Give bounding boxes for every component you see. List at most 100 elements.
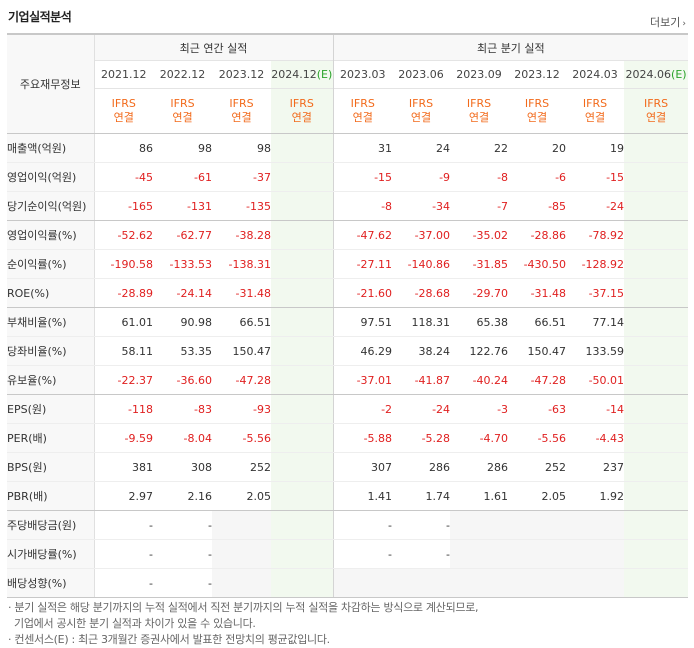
table-cell: -38.28 <box>212 220 271 250</box>
period-header: 2024.06(E) <box>624 60 689 89</box>
table-cell <box>271 539 334 569</box>
table-cell <box>392 568 451 598</box>
basis-consolidated: 연결 <box>352 111 373 124</box>
table-cell <box>271 423 334 453</box>
basis-consolidated: 연결 <box>172 111 193 124</box>
table-cell: -14 <box>566 394 625 424</box>
table-row: 순이익률(%) -190.58 -133.53 -138.31 -27.11 -140.8… <box>7 249 689 279</box>
table-cell <box>566 510 625 540</box>
table-cell: -34 <box>392 191 451 221</box>
table-cell: 19 <box>566 133 625 163</box>
table-cell: - <box>392 510 451 540</box>
table-cell: -37.01 <box>332 365 393 395</box>
basis-standard: IFRS <box>289 97 314 110</box>
table-cell: -28.86 <box>508 220 567 250</box>
table-cell <box>624 394 689 424</box>
row-label: 영업이익(억원) <box>7 162 95 192</box>
table-cell: 65.38 <box>450 307 509 337</box>
table-cell: -24 <box>392 394 451 424</box>
basis-standard: IFRS <box>350 97 375 110</box>
table-row: 당좌비율(%) 58.11 53.35 150.47 46.29 38.24 122.76 1… <box>7 336 689 366</box>
footnotes: · 분기 실적은 해당 분기까지의 누적 실적에서 직전 분기까지의 누적 실적… <box>8 600 688 648</box>
table-cell: -6 <box>508 162 567 192</box>
table-cell: - <box>153 568 212 598</box>
table-cell: - <box>332 539 393 569</box>
table-cell: - <box>153 539 212 569</box>
basis-consolidated: 연결 <box>410 111 432 124</box>
table-cell: -31.48 <box>212 278 271 308</box>
table-cell: -135 <box>212 191 271 221</box>
table-cell: -8 <box>332 191 393 221</box>
footnote-1-cont: 기업에서 공시한 분기 실적과 차이가 있을 수 있습니다. <box>8 616 688 632</box>
table-row: PBR(배) 2.97 2.16 2.05 1.41 1.74 1.61 2.05 1.92 <box>7 481 689 511</box>
table-cell: 38.24 <box>392 336 451 366</box>
basis-header: IFRS 연결 <box>212 88 271 134</box>
table-cell <box>624 365 689 395</box>
footnote-1-cont-text: 기업에서 공시한 분기 실적과 차이가 있을 수 있습니다. <box>14 617 256 630</box>
table-cell: 66.51 <box>508 307 567 337</box>
table-cell <box>271 510 334 540</box>
table-row: 부채비율(%) 61.01 90.98 66.51 97.51 118.31 65.38 66… <box>7 307 689 337</box>
basis-standard: IFRS <box>111 97 136 110</box>
row-label: 순이익률(%) <box>7 249 95 279</box>
table-cell: -52.62 <box>93 220 153 250</box>
table-cell: - <box>332 510 393 540</box>
table-cell <box>508 539 567 569</box>
basis-header: IFRS 연결 <box>271 88 334 134</box>
chevron-right-icon: › <box>682 19 686 29</box>
table-cell: 20 <box>508 133 567 163</box>
basis-standard: IFRS <box>466 97 492 110</box>
more-label: 더보기 <box>650 16 681 29</box>
table-cell: 133.59 <box>566 336 625 366</box>
table-cell <box>450 510 509 540</box>
table-cell <box>271 191 334 221</box>
more-link[interactable]: 더보기 › <box>650 14 686 30</box>
table-cell: -8 <box>450 162 509 192</box>
table-cell <box>450 539 509 569</box>
table-cell: - <box>93 568 153 598</box>
table-cell: -47.62 <box>332 220 393 250</box>
table-cell: 308 <box>153 452 212 482</box>
table-cell: 98 <box>153 133 212 163</box>
table-cell: -5.88 <box>332 423 393 453</box>
table-cell: 122.76 <box>450 336 509 366</box>
table-cell: 286 <box>450 452 509 482</box>
period-header: 2021.12 <box>93 60 153 89</box>
table-cell: 307 <box>332 452 393 482</box>
table-cell <box>624 510 689 540</box>
table-cell: -47.28 <box>212 365 271 395</box>
row-label: BPS(원) <box>7 452 95 482</box>
table-cell: -3 <box>450 394 509 424</box>
table-cell: -7 <box>450 191 509 221</box>
table-cell: 77.14 <box>566 307 625 337</box>
table-cell: -28.68 <box>392 278 451 308</box>
table-cell <box>271 162 334 192</box>
basis-consolidated: 연결 <box>645 111 667 124</box>
table-cell: 22 <box>450 133 509 163</box>
basis-consolidated: 연결 <box>526 111 548 124</box>
table-cell: 53.35 <box>153 336 212 366</box>
header-row-basis: IFRS 연결 IFRS 연결 IFRS 연결 IFRS 연결 IFRS 연결 IFRS 연결 IFRS… <box>7 88 689 134</box>
table-cell: -15 <box>566 162 625 192</box>
row-label: 배당성향(%) <box>7 568 95 598</box>
table-cell: -85 <box>508 191 567 221</box>
table-cell: -27.11 <box>332 249 393 279</box>
table-cell <box>271 133 334 163</box>
basis-header: IFRS 연결 <box>624 88 689 134</box>
table-row: 배당성향(%) - - <box>7 568 689 598</box>
footnote-1-text: 분기 실적은 해당 분기까지의 누적 실적에서 직전 분기까지의 누적 실적을 … <box>14 601 479 614</box>
footnote-2-text: 컨센서스(E) : 최근 3개월간 증권사에서 발표한 전망치의 평균값입니다. <box>14 633 330 646</box>
table-cell: -138.31 <box>212 249 271 279</box>
table-cell <box>624 336 689 366</box>
table-cell: -133.53 <box>153 249 212 279</box>
table-cell: -9.59 <box>93 423 153 453</box>
table-cell: - <box>93 539 153 569</box>
table-cell: -8.04 <box>153 423 212 453</box>
row-label: EPS(원) <box>7 394 95 424</box>
table-cell <box>212 539 271 569</box>
table-cell: - <box>392 539 451 569</box>
table-row: 매출액(억원) 86 98 98 31 24 22 20 19 <box>7 133 689 163</box>
table-cell: -29.70 <box>450 278 509 308</box>
basis-consolidated: 연결 <box>113 111 134 124</box>
table-cell: 2.97 <box>93 481 153 511</box>
